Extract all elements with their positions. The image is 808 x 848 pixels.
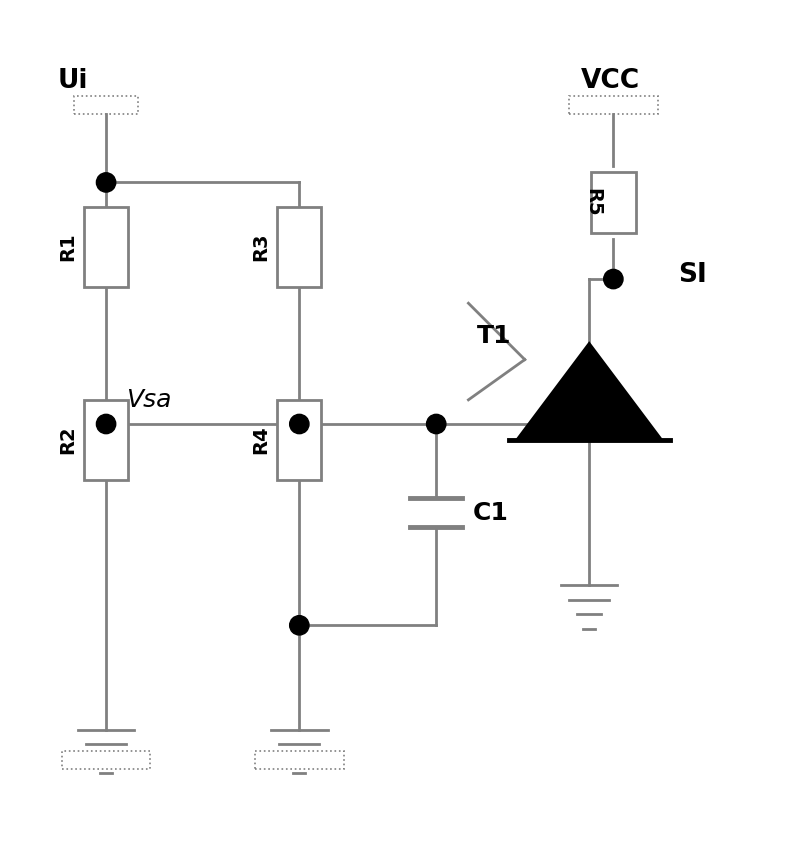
Bar — [569, 97, 658, 114]
Text: Ui: Ui — [57, 68, 88, 94]
Bar — [84, 207, 128, 287]
Text: R5: R5 — [583, 188, 603, 217]
Text: R4: R4 — [252, 426, 271, 455]
Circle shape — [289, 616, 309, 635]
Text: R3: R3 — [252, 232, 271, 261]
Text: SI: SI — [678, 262, 706, 288]
Circle shape — [96, 173, 116, 192]
Bar — [277, 400, 322, 480]
Circle shape — [96, 415, 116, 433]
Bar — [591, 172, 636, 232]
Polygon shape — [517, 343, 662, 440]
Text: Vsa: Vsa — [126, 388, 171, 412]
Text: R1: R1 — [58, 232, 78, 261]
Bar — [61, 751, 150, 768]
Bar — [84, 400, 128, 480]
Text: R2: R2 — [58, 426, 78, 455]
Circle shape — [604, 270, 623, 288]
Bar — [255, 751, 343, 768]
Text: T1: T1 — [477, 323, 511, 348]
Bar — [74, 97, 138, 114]
Bar — [277, 207, 322, 287]
Circle shape — [427, 415, 446, 433]
Text: C1: C1 — [473, 500, 508, 525]
Circle shape — [289, 415, 309, 433]
Text: VCC: VCC — [581, 68, 640, 94]
